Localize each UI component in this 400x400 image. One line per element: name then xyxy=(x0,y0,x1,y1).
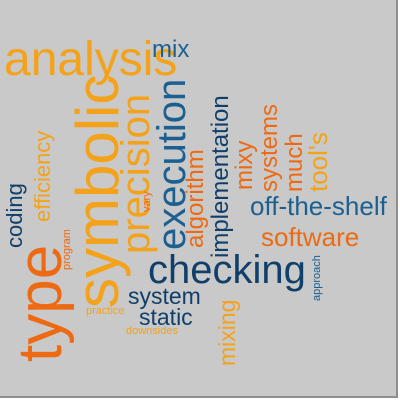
word-static: static xyxy=(139,304,193,330)
word-system: system xyxy=(128,283,201,309)
word-efficiency: efficiency xyxy=(30,130,55,222)
word-program: program xyxy=(61,229,73,270)
word-approach: approach xyxy=(311,255,323,301)
word-tools: tool's xyxy=(303,132,333,192)
word-off-the-shelf: off-the-shelf xyxy=(250,191,387,221)
word-systems: systems xyxy=(256,103,283,192)
word-analysis: analysis xyxy=(4,33,178,86)
word-downsides: downsides xyxy=(126,325,178,337)
word-coding: coding xyxy=(2,183,27,248)
word-practice: practice xyxy=(86,305,125,317)
word-software: software xyxy=(261,222,360,252)
word-algorithm: algorithm xyxy=(182,149,209,248)
word-mixy: mixy xyxy=(231,140,258,190)
word-mixing: mixing xyxy=(214,299,240,366)
word-checking: checking xyxy=(148,248,306,292)
word-mix: mix xyxy=(152,36,190,63)
word-implementation: implementation xyxy=(207,95,234,258)
